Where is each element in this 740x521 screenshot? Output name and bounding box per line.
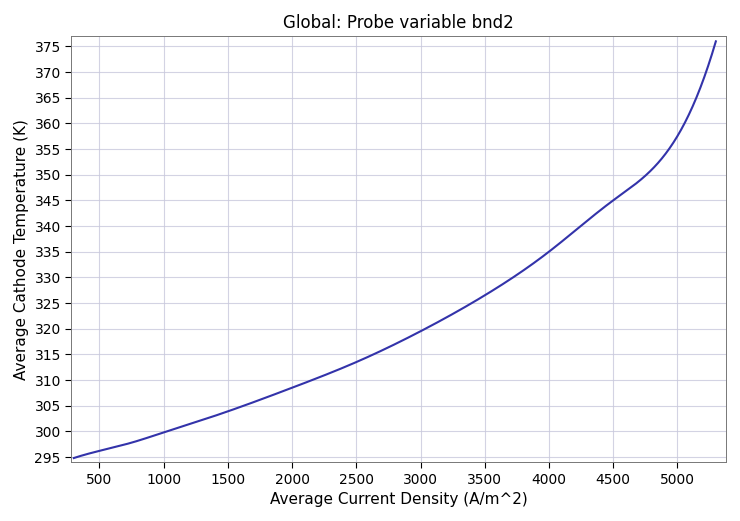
X-axis label: Average Current Density (A/m^2): Average Current Density (A/m^2) bbox=[270, 492, 528, 507]
Title: Global: Probe variable bnd2: Global: Probe variable bnd2 bbox=[283, 14, 514, 32]
Y-axis label: Average Cathode Temperature (K): Average Cathode Temperature (K) bbox=[14, 119, 29, 380]
